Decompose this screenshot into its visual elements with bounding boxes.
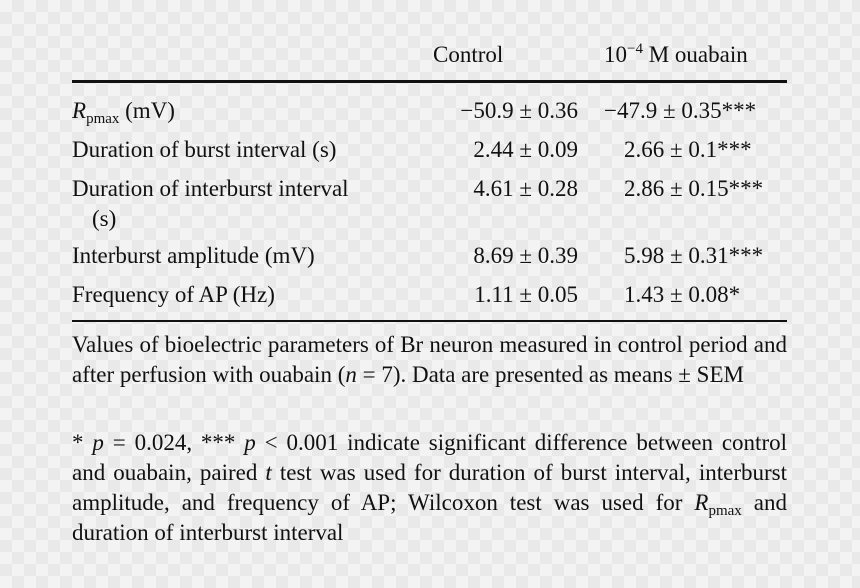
footnote-p: p [244, 430, 256, 455]
cell-ouabain: 2.86 ± 0.15*** [624, 176, 764, 201]
row-label: Interburst amplitude (mV) [72, 243, 315, 268]
footnote-t: t [265, 460, 272, 485]
column-header-control: Control [433, 42, 503, 68]
cell-control: 8.69 ± 0.39 [473, 243, 578, 268]
footnote-text: Values of bioelectric parameters of Br n… [72, 332, 787, 387]
footnote-r: R [694, 490, 709, 515]
footnote-n: n [345, 362, 357, 387]
cell-ouabain: 5.98 ± 0.31*** [624, 243, 764, 268]
column-header-ouabain: 10−4 M ouabain [604, 42, 748, 68]
rpmax-unit: (mV) [119, 98, 175, 123]
cell-ouabain: 2.66 ± 0.1*** [624, 137, 752, 162]
footnote-text: test was used for duration of burst inte… [72, 460, 788, 515]
row-label-line1: Duration of interburst interval [72, 176, 349, 201]
footnote-text: < 0.001 indicate significant difference … [72, 430, 787, 485]
row-label-line2: (s) [92, 206, 117, 231]
rpmax-symbol: R [72, 98, 87, 123]
ouabain-base: 10 [604, 42, 627, 67]
cell-control: 4.61 ± 0.28 [473, 176, 578, 201]
footnote-text: and duration of interburst interval [72, 490, 788, 545]
footnote-significance: * p = 0.024, *** p < 0.001 indicate sign… [72, 428, 787, 548]
rpmax-subscript: pmax [86, 111, 120, 127]
row-label: Duration of burst interval (s) [72, 137, 337, 162]
footnote-text: * [72, 430, 93, 455]
cell-ouabain: −47.9 ± 0.35*** [604, 98, 757, 123]
row-label: Frequency of AP (Hz) [72, 282, 275, 307]
footnote-values: Values of bioelectric parameters of Br n… [72, 330, 787, 390]
ouabain-exponent: −4 [627, 41, 643, 57]
cell-ouabain: 1.43 ± 0.08* [624, 282, 741, 307]
header-rule [72, 80, 787, 83]
column-header-control-label: Control [433, 42, 504, 67]
footnote-p: p [92, 430, 104, 455]
cell-control: −50.9 ± 0.36 [460, 98, 578, 123]
footer-rule [72, 320, 787, 322]
cell-control: 1.11 ± 0.05 [474, 282, 578, 307]
row-label-rpmax: Rpmax (mV) [72, 98, 175, 127]
footnote-text: = 7). Data are presented as means ± SEM [356, 362, 744, 387]
footnote-r-subscript: pmax [708, 503, 742, 519]
cell-control: 2.44 ± 0.09 [473, 137, 578, 162]
ouabain-label: M ouabain [642, 42, 748, 67]
footnote-text: = 0.024, *** [103, 430, 245, 455]
